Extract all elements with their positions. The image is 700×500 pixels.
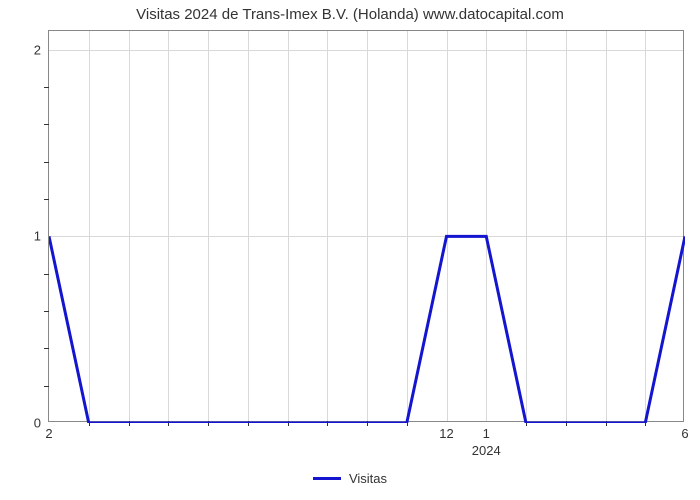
x-tick-label: 2 bbox=[45, 426, 52, 441]
x-sub-label: 2024 bbox=[472, 443, 501, 458]
y-tick-label: 1 bbox=[34, 229, 41, 244]
legend: Visitas bbox=[0, 470, 700, 486]
chart-title: Visitas 2024 de Trans-Imex B.V. (Holanda… bbox=[0, 6, 700, 23]
x-tick-label: 6 bbox=[681, 426, 688, 441]
y-tick-label: 2 bbox=[34, 42, 41, 57]
legend-swatch bbox=[313, 477, 341, 480]
legend-label: Visitas bbox=[349, 471, 387, 486]
x-tick-label: 1 bbox=[483, 426, 490, 441]
y-tick-label: 0 bbox=[34, 416, 41, 431]
visits-line bbox=[49, 31, 685, 423]
plot-area: 012212120246 bbox=[48, 30, 684, 422]
x-tick-label: 12 bbox=[439, 426, 453, 441]
